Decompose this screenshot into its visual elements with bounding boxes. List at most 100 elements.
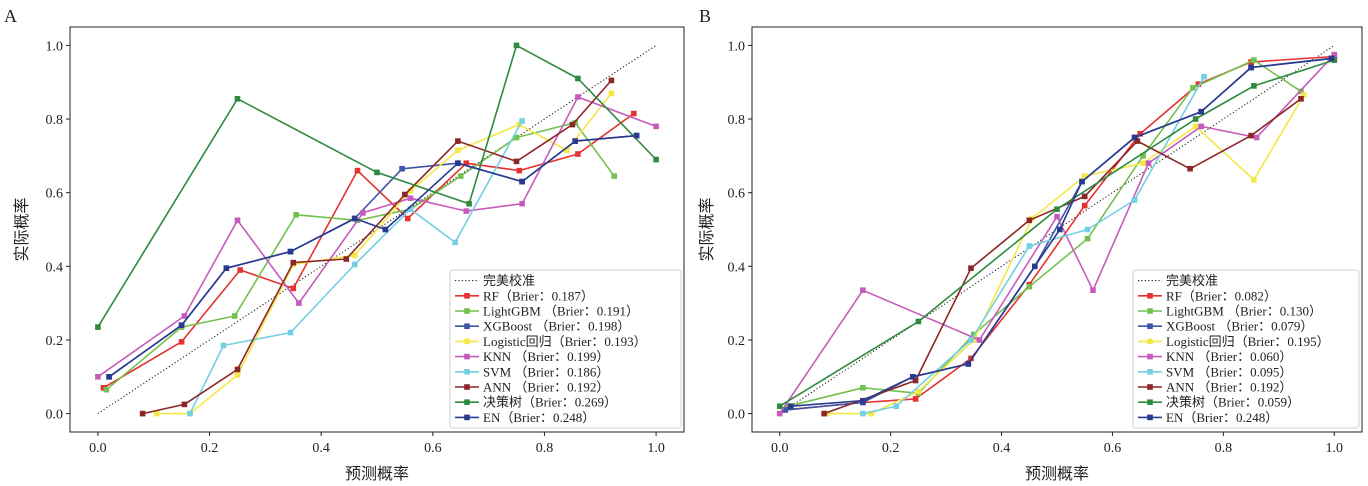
data-point-series-8 xyxy=(1331,57,1338,63)
data-point-rf xyxy=(1195,81,1202,87)
data-point-ann xyxy=(608,77,615,84)
y-tick-label: 0.6 xyxy=(728,187,746,202)
legend-marker xyxy=(464,293,470,299)
legend-label: KNN （Brier：0.060） xyxy=(1166,349,1292,364)
data-point-ann xyxy=(513,158,520,165)
data-point-ann xyxy=(455,138,461,144)
data-point-en xyxy=(178,322,185,328)
data-point-ann xyxy=(821,410,827,417)
data-point-logistic xyxy=(608,90,615,97)
legend-marker xyxy=(464,308,470,314)
legend-label: EN（Brier：0.248） xyxy=(1166,410,1278,425)
data-point-knn xyxy=(1331,51,1338,58)
data-point-knn xyxy=(463,208,470,214)
data-point-series-8 xyxy=(776,403,783,409)
data-point-lightgbm xyxy=(572,119,578,126)
series-line-knn xyxy=(97,96,657,378)
legend-entry-knn: KNN （Brier：0.060） xyxy=(1138,349,1292,364)
data-point-en xyxy=(910,374,916,380)
series-line-logistic xyxy=(156,92,613,415)
data-point-logistic xyxy=(1251,177,1257,183)
data-point-logistic xyxy=(1140,160,1146,166)
data-point-ann xyxy=(1134,138,1141,144)
series-lightgbm xyxy=(785,57,1304,409)
data-point-logistic xyxy=(351,252,358,259)
legend-frame xyxy=(1132,269,1360,429)
plot-frame xyxy=(751,26,1363,433)
legend-label: Logistic回归（Brier：0.193） xyxy=(483,334,647,349)
data-point-lightgbm xyxy=(1251,57,1257,63)
legend-label: 完美校准 xyxy=(483,273,535,288)
panel-label: A xyxy=(4,6,17,26)
data-point-lightgbm xyxy=(611,173,617,179)
series-knn xyxy=(95,94,659,380)
legend-label: ANN （Brier：0.192） xyxy=(483,380,609,395)
data-point-svm xyxy=(351,261,358,268)
legend-label: 完美校准 xyxy=(1166,273,1218,288)
legend-marker xyxy=(464,353,470,360)
data-point-series-8 xyxy=(1251,83,1257,89)
data-point-rf xyxy=(516,167,523,174)
series-svm xyxy=(187,118,525,417)
x-tick-label: 0.4 xyxy=(993,441,1011,456)
series-line-en xyxy=(108,134,637,378)
x-tick-label: 0.0 xyxy=(89,441,107,456)
data-point-series-8 xyxy=(915,318,922,325)
legend-label: SVM （Brier：0.095） xyxy=(1166,364,1292,379)
plot-area xyxy=(95,42,659,417)
data-point-series-8 xyxy=(95,324,101,330)
legend-marker xyxy=(464,338,470,345)
data-point-en xyxy=(860,397,866,404)
data-point-en xyxy=(1032,263,1038,270)
data-point-ann xyxy=(234,366,241,373)
data-point-logistic xyxy=(1301,92,1307,98)
legend-entry-en: EN（Brier：0.248） xyxy=(455,410,595,425)
y-tick-label: 0.4 xyxy=(46,260,64,275)
x-tick-label: 1.0 xyxy=(1326,441,1344,456)
data-point-svm xyxy=(1201,73,1207,80)
data-point-knn xyxy=(1145,160,1152,166)
legend-label: ANN （Brier：0.192） xyxy=(1166,380,1292,395)
data-point-logistic xyxy=(1081,173,1088,179)
data-point-knn xyxy=(181,313,188,319)
data-point-lightgbm xyxy=(513,134,520,141)
data-point-lightgbm xyxy=(103,386,110,393)
data-point-logistic xyxy=(234,372,241,378)
data-point-svm xyxy=(452,239,458,246)
legend-label: XGBoost （Brier：0.079） xyxy=(1166,319,1313,334)
legend-entry-logistic: Logistic回归（Brier：0.195） xyxy=(1138,334,1330,349)
legend-marker xyxy=(1147,399,1153,405)
x-tick-label: 0.2 xyxy=(201,441,219,456)
series-svm xyxy=(860,73,1207,417)
legend-entry-xgboost: XGBoost （Brier：0.079） xyxy=(1138,319,1313,334)
data-point-knn xyxy=(234,217,241,224)
data-point-en xyxy=(382,226,389,233)
data-point-svm xyxy=(287,329,294,336)
data-point-series-8 xyxy=(513,42,520,49)
legend-entry-xgboost: XGBoost （Brier：0.198） xyxy=(455,319,630,334)
legend-frame xyxy=(449,269,682,429)
series-line-logistic xyxy=(826,94,1305,415)
x-tick-label: 0.2 xyxy=(882,441,900,456)
series-en xyxy=(788,55,1335,409)
series-knn xyxy=(776,51,1338,417)
data-point-svm xyxy=(187,410,193,417)
data-point-ann xyxy=(402,191,408,198)
legend-marker xyxy=(1147,384,1153,390)
data-point-knn xyxy=(296,300,302,306)
data-point-lightgbm xyxy=(293,212,299,218)
y-tick-label: 0.8 xyxy=(46,113,64,128)
data-point-svm xyxy=(407,206,414,212)
data-point-svm xyxy=(1026,243,1033,249)
data-point-en xyxy=(1328,55,1335,62)
panel-label: B xyxy=(699,6,711,26)
data-point-logistic xyxy=(1192,123,1199,130)
data-point-svm xyxy=(220,342,227,349)
y-tick-label: 0.8 xyxy=(728,113,746,128)
series-line-lightgbm xyxy=(787,59,1302,407)
x-tick-label: 0.6 xyxy=(424,441,442,456)
data-point-rf xyxy=(237,267,243,273)
data-point-series-8 xyxy=(234,96,241,102)
data-point-rf xyxy=(463,160,470,166)
